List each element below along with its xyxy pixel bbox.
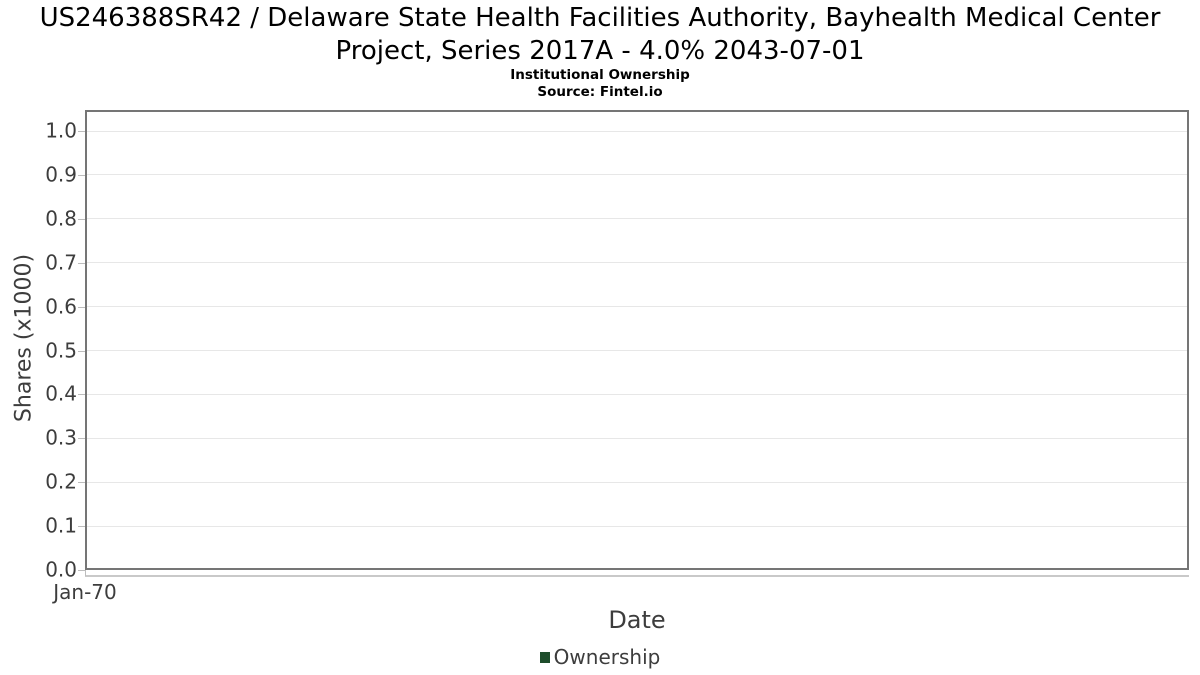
y-tick-label: 0.4 bbox=[45, 381, 77, 406]
y-tick-label: 0.3 bbox=[45, 425, 77, 450]
y-tick-label: 0.8 bbox=[45, 206, 77, 231]
x-axis-line bbox=[85, 575, 1189, 577]
y-gridline bbox=[87, 393, 1187, 395]
y-tick-label: 0.9 bbox=[45, 162, 77, 187]
y-tick-label: 0.1 bbox=[45, 513, 77, 538]
y-tick-mark bbox=[78, 218, 85, 220]
chart-subtitle: Institutional Ownership bbox=[510, 67, 690, 83]
y-tick-mark bbox=[78, 526, 85, 528]
x-tick-label: Jan-70 bbox=[53, 580, 117, 604]
y-gridline bbox=[87, 306, 1187, 308]
y-tick-label: 0.5 bbox=[45, 338, 77, 363]
y-tick-label: 0.6 bbox=[45, 294, 77, 319]
y-tick-mark bbox=[78, 306, 85, 308]
y-gridline bbox=[87, 130, 1187, 132]
y-tick-mark bbox=[78, 350, 85, 352]
y-tick-mark bbox=[78, 394, 85, 396]
y-tick-mark bbox=[78, 131, 85, 132]
y-gridline bbox=[87, 481, 1187, 483]
y-tick-mark bbox=[78, 438, 85, 440]
y-gridline bbox=[87, 174, 1187, 176]
y-gridline bbox=[87, 350, 1187, 351]
chart-source: Source: Fintel.io bbox=[537, 84, 663, 100]
y-gridline bbox=[87, 437, 1187, 439]
legend-series-label: Ownership bbox=[553, 645, 661, 669]
chart-title: US246388SR42 / Delaware State Health Fac… bbox=[39, 3, 1161, 66]
y-gridline bbox=[87, 218, 1187, 220]
y-gridline bbox=[87, 525, 1187, 527]
legend: Ownership bbox=[0, 644, 1200, 670]
y-gridline bbox=[87, 262, 1187, 264]
x-tick-mark bbox=[85, 570, 86, 576]
legend-marker-square bbox=[539, 651, 550, 663]
y-tick-label: 0.0 bbox=[45, 557, 77, 582]
y-tick-mark bbox=[78, 482, 85, 484]
y-tick-mark bbox=[78, 262, 85, 264]
y-tick-label: 0.7 bbox=[45, 250, 77, 275]
y-tick-mark bbox=[78, 570, 85, 571]
y-tick-mark bbox=[78, 174, 85, 176]
x-axis-label: Date bbox=[608, 606, 666, 634]
y-tick-label: 0.2 bbox=[45, 469, 77, 494]
plot-area bbox=[85, 110, 1189, 570]
y-tick-label: 1.0 bbox=[45, 118, 77, 143]
